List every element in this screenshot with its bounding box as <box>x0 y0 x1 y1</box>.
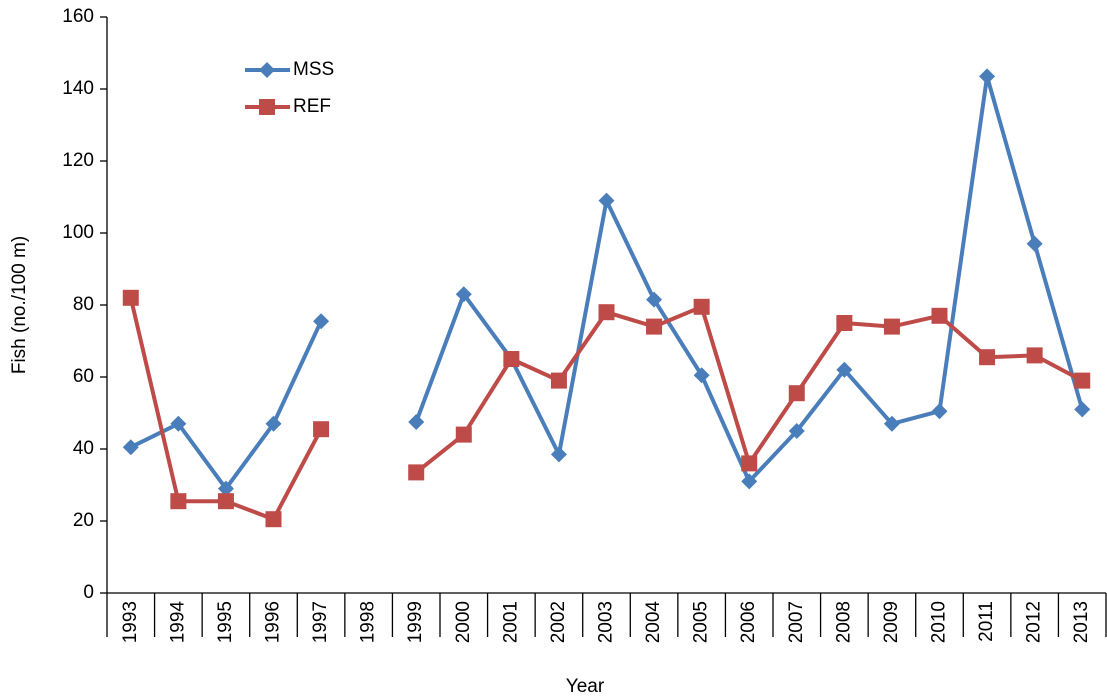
y-tick-label: 80 <box>73 294 94 315</box>
x-tick-label: 2009 <box>881 601 902 643</box>
data-point <box>170 493 187 510</box>
x-tick-label: 2003 <box>596 601 617 643</box>
x-tick-label: 1994 <box>167 601 188 644</box>
x-tick-label: 2010 <box>929 601 950 643</box>
data-point <box>170 415 187 432</box>
data-point <box>883 415 900 432</box>
data-point <box>550 372 567 389</box>
x-tick-label: 2005 <box>691 601 712 643</box>
y-axis-label: Fish (no./100 m) <box>9 236 30 374</box>
x-tick-label: 1997 <box>310 601 331 643</box>
x-tick-label: 1993 <box>120 601 141 643</box>
data-point <box>550 446 567 463</box>
data-point <box>979 349 996 366</box>
data-point <box>931 403 948 420</box>
x-tick-label: 2008 <box>833 601 854 643</box>
data-point <box>122 289 139 306</box>
data-point <box>693 367 710 384</box>
data-point <box>693 298 710 315</box>
data-point <box>931 307 948 324</box>
data-point <box>122 439 139 456</box>
data-point <box>455 286 472 303</box>
data-point <box>1074 401 1091 418</box>
data-point <box>883 318 900 335</box>
data-point <box>1074 372 1091 389</box>
x-tick-label: 2012 <box>1024 601 1045 643</box>
legend-marker <box>259 99 275 115</box>
x-tick-label: 1999 <box>405 601 426 643</box>
data-point <box>598 304 615 321</box>
data-point <box>217 493 234 510</box>
data-point <box>836 361 853 378</box>
data-point <box>741 473 758 490</box>
data-point <box>741 455 758 472</box>
x-tick-label: 1998 <box>358 601 379 643</box>
data-point <box>313 313 330 330</box>
legend-label: REF <box>293 96 331 117</box>
x-tick-label: 2013 <box>1071 601 1092 643</box>
data-point <box>836 315 853 331</box>
data-point <box>646 318 663 335</box>
data-point <box>788 423 805 439</box>
legend-label: MSS <box>293 59 334 80</box>
data-point <box>455 426 472 443</box>
data-point <box>265 511 282 528</box>
data-point <box>265 415 282 432</box>
data-point <box>313 421 330 438</box>
data-point <box>503 351 520 367</box>
y-tick-label: 60 <box>73 366 94 387</box>
y-tick-label: 20 <box>73 510 94 531</box>
legend-marker <box>259 62 275 78</box>
x-axis-label: Year <box>566 676 605 697</box>
x-tick-label: 2002 <box>548 601 569 643</box>
x-tick-label: 2000 <box>453 601 474 643</box>
data-point <box>598 192 615 209</box>
x-tick-label: 2001 <box>500 601 521 643</box>
x-tick-label: 2011 <box>976 601 997 642</box>
y-tick-label: 0 <box>83 582 94 603</box>
data-point <box>408 464 425 481</box>
x-tick-label: 2006 <box>738 601 759 643</box>
y-tick-label: 120 <box>62 150 94 171</box>
y-tick-label: 100 <box>62 222 94 243</box>
y-tick-label: 40 <box>73 438 94 459</box>
x-tick-label: 2004 <box>643 601 664 644</box>
data-point <box>1026 235 1043 252</box>
data-point <box>408 414 425 430</box>
y-tick-label: 160 <box>62 6 94 27</box>
data-point <box>788 385 805 402</box>
x-tick-label: 1995 <box>215 601 236 643</box>
data-point <box>217 480 234 497</box>
data-point <box>979 68 996 85</box>
data-point <box>646 291 663 308</box>
data-point <box>1026 347 1043 364</box>
y-tick-label: 140 <box>62 78 94 99</box>
x-tick-label: 2007 <box>786 601 807 643</box>
x-tick-label: 1996 <box>263 601 284 643</box>
